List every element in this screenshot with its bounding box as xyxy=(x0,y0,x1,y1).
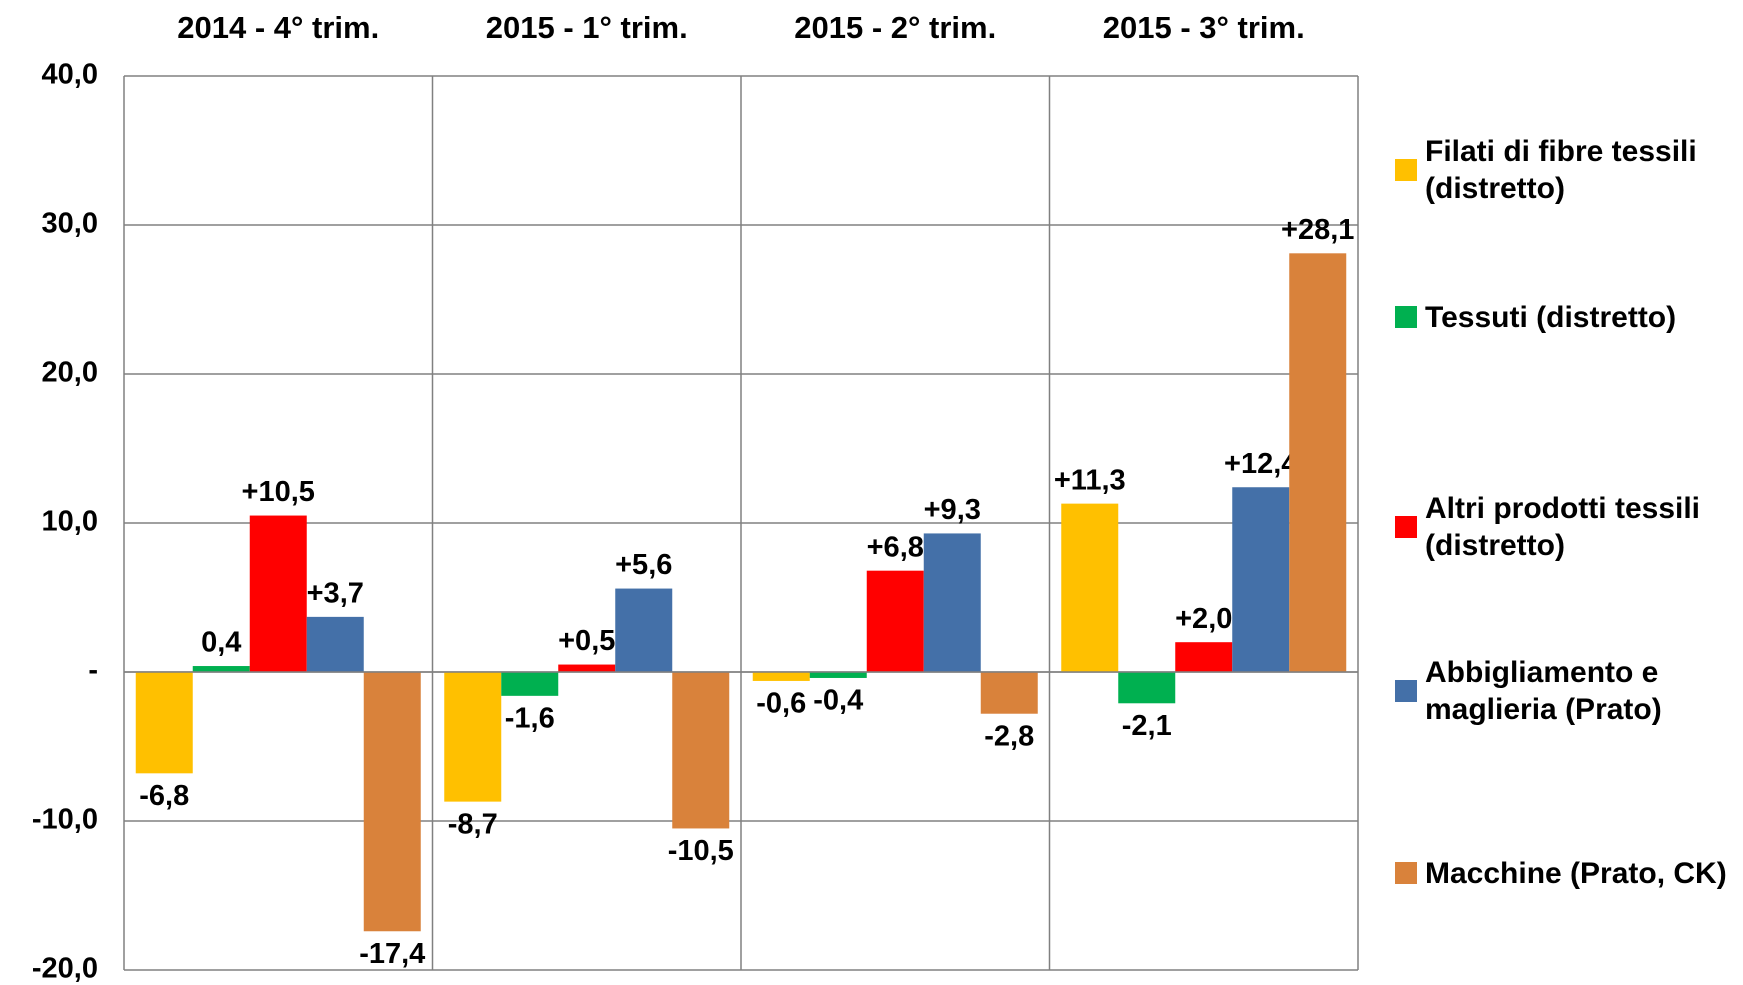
bar xyxy=(980,672,1038,714)
bar xyxy=(1175,642,1233,672)
data-label: -17,4 xyxy=(359,938,425,970)
bar xyxy=(1289,253,1347,672)
data-label: -2,1 xyxy=(1122,710,1172,742)
y-tick-label: 10,0 xyxy=(42,506,98,538)
bar xyxy=(249,515,307,672)
y-tick-label: - xyxy=(88,655,98,687)
bar xyxy=(444,672,502,802)
legend-swatch xyxy=(1395,862,1417,884)
y-tick-label: -20,0 xyxy=(32,953,98,985)
x-category-label: 2015 - 2° trim. xyxy=(794,10,996,45)
bar xyxy=(752,672,810,681)
data-label: -2,8 xyxy=(984,720,1034,752)
data-label: -0,6 xyxy=(756,688,806,720)
data-label: +10,5 xyxy=(242,476,315,508)
data-label: -1,6 xyxy=(505,702,555,734)
data-label: +3,7 xyxy=(307,578,364,610)
x-category-label: 2014 - 4° trim. xyxy=(177,10,379,45)
legend-label: Altri prodotti tessili (distretto) xyxy=(1425,492,1701,562)
data-label: +2,0 xyxy=(1175,603,1232,635)
data-label: +0,5 xyxy=(558,625,615,657)
data-label: -6,8 xyxy=(139,780,189,812)
data-label: +28,1 xyxy=(1281,214,1354,246)
data-label: -8,7 xyxy=(448,808,498,840)
bar xyxy=(135,672,193,774)
legend-swatch xyxy=(1395,159,1417,181)
legend-item: Macchine (Prato, CK) xyxy=(1395,855,1735,892)
y-tick-label: 30,0 xyxy=(42,208,98,240)
legend-label: Tessuti (distretto) xyxy=(1425,300,1677,334)
bar xyxy=(306,616,364,672)
data-label: -10,5 xyxy=(668,835,734,867)
data-label: +5,6 xyxy=(615,549,672,581)
legend-item: Tessuti (distretto) xyxy=(1395,299,1735,336)
y-tick-label: 20,0 xyxy=(42,357,98,389)
bar xyxy=(672,672,730,829)
bar xyxy=(1232,487,1290,672)
legend-label: Abbigliamento e maglieria (Prato) xyxy=(1425,656,1662,726)
legend-label: Macchine (Prato, CK) xyxy=(1425,856,1727,890)
data-label: +9,3 xyxy=(924,494,981,526)
bar xyxy=(501,672,559,696)
bar xyxy=(363,672,421,932)
bar xyxy=(558,664,616,672)
bar xyxy=(192,666,250,672)
data-label: -0,4 xyxy=(813,685,863,717)
data-label: 0,4 xyxy=(201,627,241,659)
x-category-label: 2015 - 1° trim. xyxy=(486,10,688,45)
legend-swatch xyxy=(1395,680,1417,702)
bar xyxy=(866,570,924,672)
y-tick-label: -10,0 xyxy=(32,804,98,836)
bar xyxy=(809,672,867,678)
bar xyxy=(923,533,981,672)
bar xyxy=(1061,503,1119,672)
legend-label: Filati di fibre tessili (distretto) xyxy=(1425,135,1697,205)
legend-item: Altri prodotti tessili (distretto) xyxy=(1395,490,1735,564)
bar xyxy=(615,588,673,672)
legend-swatch xyxy=(1395,306,1417,328)
legend-item: Filati di fibre tessili (distretto) xyxy=(1395,133,1735,207)
x-category-label: 2015 - 3° trim. xyxy=(1103,10,1305,45)
data-label: +11,3 xyxy=(1054,464,1126,496)
data-label: +6,8 xyxy=(867,531,924,563)
data-label: +12,4 xyxy=(1224,448,1297,480)
bar xyxy=(1118,672,1176,704)
legend-swatch xyxy=(1395,516,1417,538)
y-tick-label: 40,0 xyxy=(42,59,98,91)
legend-item: Abbigliamento e maglieria (Prato) xyxy=(1395,654,1735,728)
